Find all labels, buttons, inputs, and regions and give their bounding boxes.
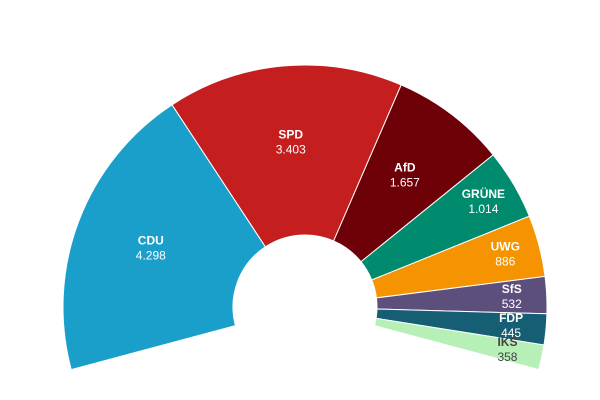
slice-label-uwg: UWG [491,240,520,254]
slice-spd[interactable] [171,64,402,248]
slice-value-uwg: 886 [495,255,515,269]
slice-value-grüne: 1.014 [468,202,498,216]
slice-iks[interactable] [373,317,545,371]
slice-value-spd: 3.403 [276,143,306,157]
slice-label-fdp: FDP [499,311,523,325]
slice-value-iks: 358 [497,350,517,364]
slice-label-spd: SPD [278,128,303,142]
slice-label-iks: IKS [497,335,517,349]
slice-value-cdu: 4.298 [136,248,166,262]
slice-value-fdp: 445 [501,326,521,340]
slice-label-grüne: GRÜNE [462,186,505,201]
slice-value-sfs: 532 [502,297,522,311]
slice-label-cdu: CDU [138,233,164,247]
slice-cdu[interactable] [62,104,267,371]
slice-label-sfs: SfS [502,282,522,296]
slice-afd[interactable] [332,84,494,263]
slice-value-afd: 1.657 [390,176,420,190]
slice-label-afd: AfD [394,161,416,175]
